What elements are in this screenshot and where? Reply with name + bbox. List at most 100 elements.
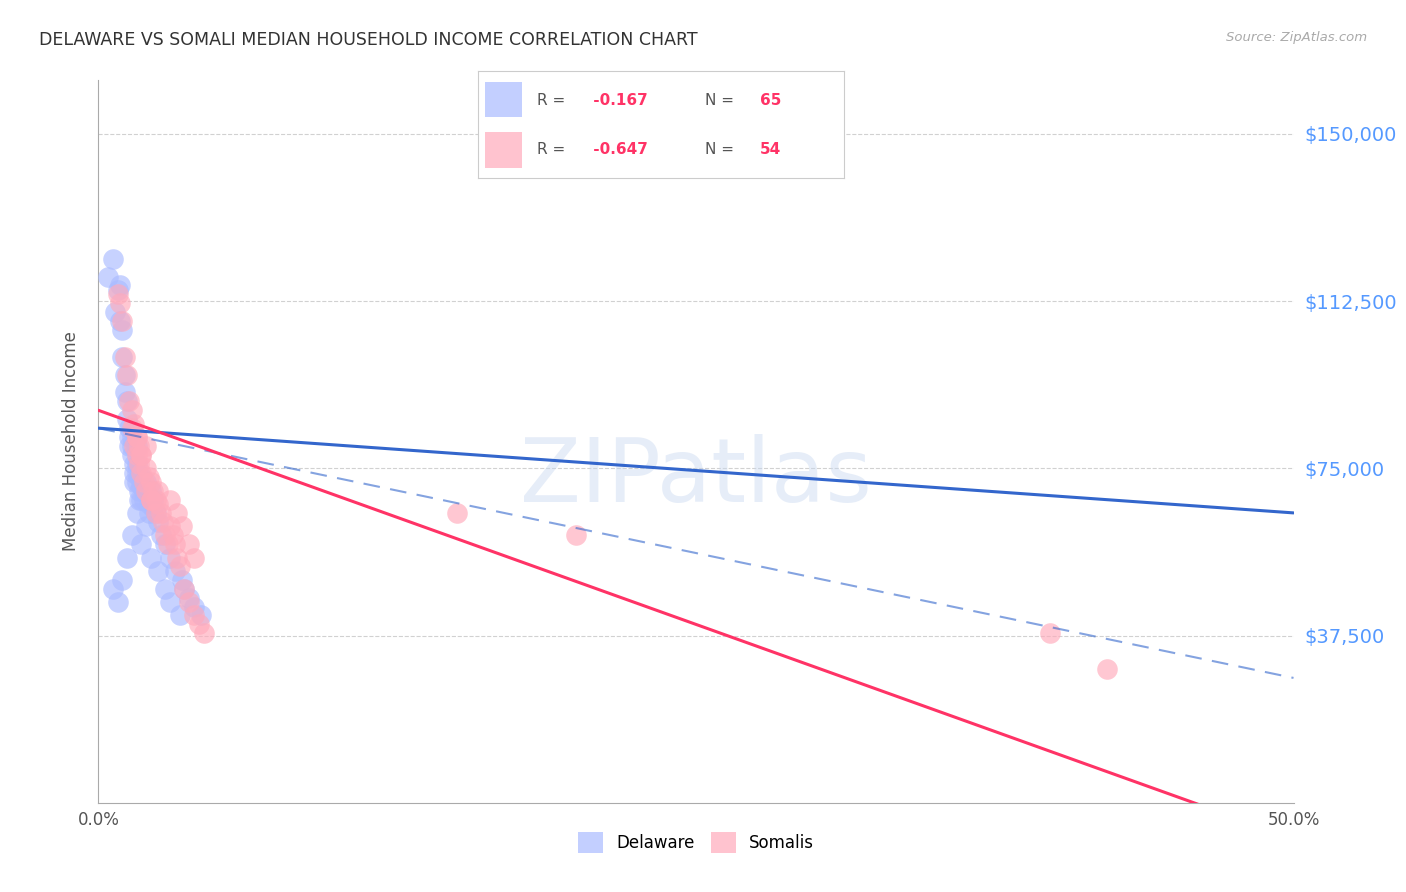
Point	[108, 314, 131, 328]
Point	[132, 492, 155, 507]
Point	[121, 430, 143, 444]
Point	[115, 368, 138, 382]
Point	[156, 537, 179, 551]
Point	[159, 595, 181, 609]
Point	[124, 475, 146, 489]
Point	[183, 550, 205, 565]
Point	[155, 537, 177, 551]
Point	[111, 323, 134, 337]
Point	[145, 506, 167, 520]
Point	[124, 457, 146, 471]
Point	[139, 492, 162, 507]
Point	[145, 492, 167, 507]
Point	[111, 314, 134, 328]
Point	[169, 608, 191, 623]
Point	[107, 595, 129, 609]
Point	[132, 483, 155, 498]
Point	[125, 457, 148, 471]
Point	[446, 506, 468, 520]
Point	[155, 582, 177, 596]
Point	[162, 528, 184, 542]
Point	[128, 492, 150, 507]
Bar	[485, 132, 522, 168]
Point	[1095, 662, 1118, 676]
Point	[172, 573, 194, 587]
Point	[159, 492, 181, 507]
Point	[135, 461, 157, 475]
Point	[135, 519, 157, 533]
Point	[114, 368, 136, 382]
Point	[138, 506, 160, 520]
Point	[125, 475, 148, 489]
Point	[115, 394, 138, 409]
Point	[131, 448, 153, 462]
Point	[128, 457, 150, 471]
Point	[118, 430, 141, 444]
Point	[135, 483, 157, 498]
Point	[172, 519, 194, 533]
Point	[166, 550, 188, 565]
Point	[1039, 626, 1062, 640]
Bar	[485, 82, 522, 118]
Point	[131, 479, 153, 493]
Point	[124, 417, 146, 431]
Point	[148, 497, 170, 511]
Point	[183, 608, 205, 623]
Point	[142, 501, 165, 516]
Point	[148, 483, 170, 498]
Legend: Delaware, Somalis: Delaware, Somalis	[571, 826, 821, 860]
Point	[135, 439, 157, 453]
Point	[148, 564, 170, 578]
Text: -0.647: -0.647	[588, 142, 648, 157]
Text: DELAWARE VS SOMALI MEDIAN HOUSEHOLD INCOME CORRELATION CHART: DELAWARE VS SOMALI MEDIAN HOUSEHOLD INCO…	[39, 31, 697, 49]
Text: N =: N =	[704, 142, 734, 157]
Point	[128, 470, 150, 484]
Point	[139, 492, 162, 507]
Point	[132, 475, 155, 489]
Point	[149, 528, 172, 542]
Point	[107, 287, 129, 301]
Point	[125, 430, 148, 444]
Point	[138, 497, 160, 511]
Text: R =: R =	[537, 142, 565, 157]
Point	[118, 439, 141, 453]
Point	[101, 252, 124, 266]
Point	[124, 466, 146, 480]
Text: N =: N =	[704, 93, 734, 108]
Point	[135, 483, 157, 498]
Text: 65: 65	[759, 93, 780, 108]
Point	[108, 278, 131, 293]
Point	[128, 439, 150, 453]
Point	[190, 608, 212, 623]
Point	[111, 573, 134, 587]
Point	[115, 550, 138, 565]
Point	[125, 448, 148, 462]
Point	[125, 430, 148, 444]
Point	[152, 515, 174, 529]
Point	[179, 595, 201, 609]
Point	[163, 537, 186, 551]
Text: -0.167: -0.167	[588, 93, 647, 108]
Point	[565, 528, 588, 542]
Text: R =: R =	[537, 93, 565, 108]
Point	[108, 296, 131, 310]
Point	[139, 475, 162, 489]
Point	[107, 283, 129, 297]
Point	[131, 470, 153, 484]
Point	[139, 492, 162, 507]
Point	[131, 448, 153, 462]
Point	[121, 421, 143, 435]
Point	[142, 483, 165, 498]
Point	[115, 412, 138, 426]
Point	[118, 394, 141, 409]
Point	[118, 421, 141, 435]
Point	[121, 528, 143, 542]
Point	[104, 305, 127, 319]
Point	[169, 559, 191, 574]
Point	[155, 528, 177, 542]
Point	[114, 350, 136, 364]
Point	[125, 506, 148, 520]
Point	[131, 466, 153, 480]
Point	[179, 591, 201, 605]
Point	[139, 483, 162, 498]
